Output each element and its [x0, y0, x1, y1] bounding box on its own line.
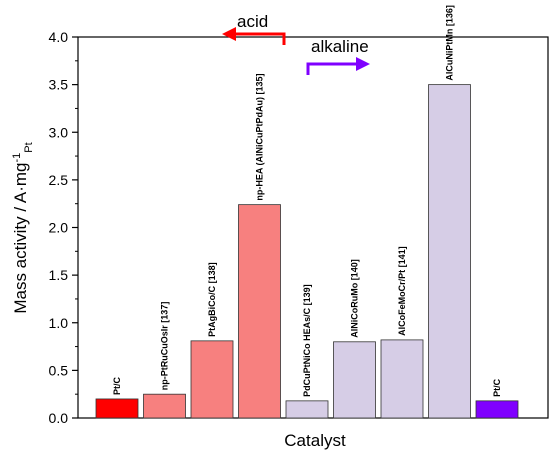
- acid-arrow: [222, 27, 286, 45]
- bar-label: PdCuPtNiCo HEAs/C [139]: [302, 284, 312, 397]
- y-axis-ticks: 0.0 0.5 1.0 1.5 2.0 2.5 3.0 3.5 4.0: [49, 29, 78, 426]
- bar: [95, 398, 139, 419]
- bar: [285, 400, 329, 419]
- y-tick-label: 1.0: [49, 315, 69, 331]
- bar: [143, 393, 186, 419]
- y-axis-title-sub: Pt: [23, 142, 35, 152]
- y-axis-title-main: Mass activity / A·mg: [11, 163, 30, 314]
- y-tick-label: 3.0: [49, 124, 69, 140]
- y-axis-title-sup: -1: [11, 153, 23, 163]
- bar: [428, 84, 471, 419]
- bar: [380, 339, 424, 419]
- bars: [95, 84, 519, 419]
- y-tick-label: 0.0: [49, 410, 69, 426]
- acid-annotation-label: acid: [237, 12, 268, 31]
- plot-frame: [77, 36, 549, 419]
- y-tick-label: 2.0: [49, 220, 69, 236]
- y-axis-title: Mass activity / A·mg-1Pt: [11, 142, 35, 313]
- bar-label: np-HEA (AlNiCuPtPdAu) [135]: [255, 73, 265, 200]
- bar-labels: Pt/C np-PtRuCuOsIr [137] PtAgBiCo/C [138] n…: [112, 5, 502, 397]
- bar: [475, 400, 519, 419]
- bar: [190, 340, 234, 419]
- x-axis-title: Catalyst: [284, 431, 346, 450]
- bar: [238, 204, 281, 419]
- alkaline-arrow: [306, 57, 370, 75]
- alkaline-annotation-label: alkaline: [311, 37, 369, 56]
- bar-label: AlCoFeMoCr/Pt [141]: [397, 246, 407, 336]
- y-tick-label: 3.5: [49, 77, 69, 93]
- y-tick-label: 0.5: [49, 362, 69, 378]
- y-tick-label: 1.5: [49, 267, 69, 283]
- bar-label: Pt/C: [112, 376, 122, 395]
- bar-label: Pt/C: [492, 378, 502, 397]
- bar-label: AlCuNiPtMn [136]: [445, 5, 455, 81]
- y-tick-label: 4.0: [49, 29, 69, 45]
- y-tick-label: 2.5: [49, 172, 69, 188]
- bar-label: AlNiCoRuMo [140]: [350, 259, 360, 338]
- bar-label: PtAgBiCo/C [138]: [207, 262, 217, 337]
- bar-label: np-PtRuCuOsIr [137]: [160, 302, 170, 391]
- bar: [333, 341, 376, 419]
